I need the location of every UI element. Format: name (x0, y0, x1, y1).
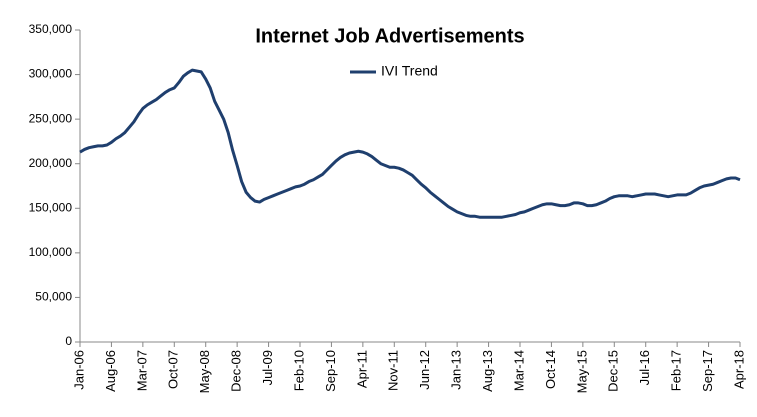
series-line (79, 68, 741, 219)
x-tick-label: Feb-10 (291, 350, 306, 391)
x-tick-label: Feb-17 (669, 350, 684, 391)
y-tick-label: 200,000 (29, 156, 73, 170)
x-tick-label: Nov-11 (386, 350, 401, 391)
x-tick-label: May-15 (574, 350, 589, 393)
x-tick-label: Sep-10 (323, 350, 338, 392)
x-tick-label: Jan-06 (71, 350, 86, 390)
x-tick-label: Jul-16 (637, 350, 652, 385)
x-tick-label: Aug-13 (480, 350, 495, 392)
y-tick-label: 50,000 (35, 290, 72, 304)
x-tick-label: Oct-07 (166, 350, 181, 389)
x-tick-label: May-08 (197, 350, 212, 393)
x-tick-label: Mar-07 (134, 350, 149, 391)
y-tick-label: 150,000 (29, 200, 73, 214)
x-tick-label: Apr-11 (354, 350, 369, 388)
x-tick-label: Jul-09 (260, 350, 275, 385)
legend-label: IVI Trend (381, 63, 438, 79)
y-tick-label: 300,000 (29, 67, 73, 81)
x-tick-label: Dec-08 (229, 350, 244, 392)
x-tick-label: Mar-14 (511, 350, 526, 391)
x-tick-label: Jan-13 (449, 350, 464, 390)
x-tick-label: Aug-06 (103, 350, 118, 392)
y-tick-label: 350,000 (29, 22, 73, 36)
y-tick-label: 250,000 (29, 111, 73, 125)
x-tick-label: Dec-15 (606, 350, 621, 392)
x-tick-label: Oct-14 (543, 350, 558, 389)
y-tick-label: 0 (65, 334, 72, 348)
x-tick-label: Apr-18 (731, 350, 746, 389)
x-tick-label: Sep-17 (700, 350, 715, 392)
x-tick-label: Jun-12 (417, 350, 432, 390)
chart-title: Internet Job Advertisements (255, 25, 524, 47)
y-tick-label: 100,000 (29, 245, 73, 259)
